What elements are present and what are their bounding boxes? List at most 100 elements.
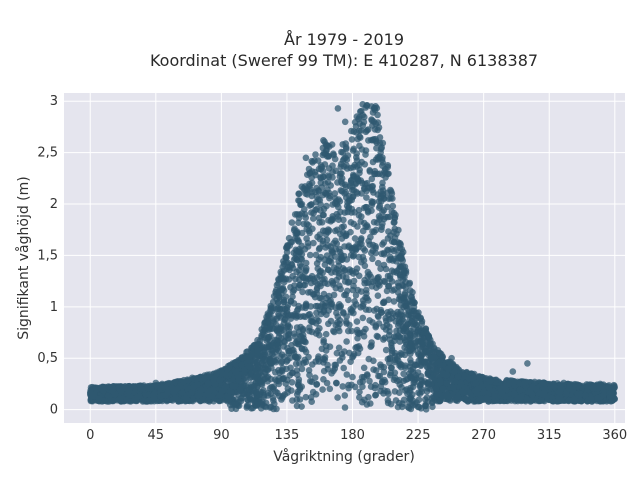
scatter-point bbox=[353, 326, 361, 334]
scatter-point bbox=[259, 357, 267, 365]
scatter-point bbox=[374, 312, 382, 320]
scatter-point bbox=[315, 353, 322, 360]
scatter-point bbox=[368, 175, 376, 183]
scatter-point bbox=[369, 255, 376, 263]
scatter-point bbox=[425, 347, 433, 354]
scatter-point bbox=[350, 309, 357, 317]
scatter-point bbox=[380, 251, 388, 258]
scatter-point bbox=[274, 342, 282, 349]
scatter-point bbox=[384, 396, 392, 404]
scatter-point bbox=[272, 321, 280, 328]
scatter-point bbox=[341, 404, 349, 411]
scatter-point bbox=[309, 159, 316, 166]
scatter-point bbox=[294, 237, 302, 244]
scatter-point bbox=[436, 377, 444, 385]
scatter-point bbox=[388, 342, 395, 349]
scatter-point bbox=[267, 333, 274, 340]
scatter-point bbox=[422, 396, 429, 403]
scatter-point bbox=[387, 255, 395, 263]
scatter-point bbox=[340, 252, 348, 260]
scatter-point bbox=[336, 282, 343, 290]
scatter-point bbox=[341, 291, 348, 299]
scatter-point bbox=[301, 206, 308, 213]
scatter-point bbox=[299, 337, 307, 345]
scatter-point bbox=[247, 381, 255, 388]
scatter-point bbox=[313, 381, 320, 388]
scatter-point bbox=[361, 396, 368, 404]
scatter-point bbox=[388, 208, 396, 215]
scatter-point bbox=[269, 394, 277, 402]
scatter-point bbox=[345, 327, 352, 335]
scatter-point bbox=[274, 299, 282, 307]
scatter-point bbox=[397, 274, 404, 281]
scatter-point bbox=[407, 384, 414, 392]
scatter-point bbox=[339, 383, 347, 390]
scatter-point bbox=[391, 333, 398, 341]
scatter-point bbox=[368, 183, 376, 190]
scatter-point bbox=[332, 237, 339, 245]
scatter-point bbox=[368, 199, 376, 206]
scatter-point bbox=[348, 381, 355, 389]
scatter-point bbox=[409, 296, 416, 304]
scatter-point bbox=[391, 214, 398, 221]
scatter-point bbox=[342, 189, 350, 196]
scatter-point bbox=[359, 314, 367, 322]
scatter-point bbox=[367, 233, 374, 241]
scatter-point bbox=[366, 317, 373, 324]
scatter-point bbox=[339, 157, 347, 164]
scatter-point bbox=[363, 371, 371, 378]
scatter-point bbox=[342, 140, 350, 147]
scatter-point bbox=[308, 174, 316, 181]
scatter-point bbox=[378, 198, 385, 205]
scatter-point bbox=[338, 235, 346, 242]
scatter-point bbox=[415, 396, 423, 404]
scatter-point bbox=[363, 279, 371, 287]
scatter-point bbox=[253, 401, 260, 409]
scatter-point bbox=[336, 173, 344, 180]
scatter-point bbox=[260, 331, 267, 338]
scatter-point bbox=[405, 308, 413, 315]
scatter-point bbox=[421, 358, 429, 366]
scatter-point bbox=[298, 200, 306, 208]
scatter-point bbox=[380, 390, 387, 397]
scatter-point bbox=[302, 214, 310, 221]
scatter-point bbox=[356, 388, 363, 396]
scatter-point bbox=[331, 190, 339, 197]
scatter-point bbox=[412, 314, 420, 322]
scatter-point bbox=[328, 269, 335, 276]
scatter-point bbox=[288, 379, 296, 386]
scatter-point bbox=[270, 353, 278, 361]
scatter-point bbox=[290, 346, 297, 354]
scatter-point bbox=[366, 168, 374, 175]
scatter-point bbox=[391, 358, 399, 366]
scatter-point bbox=[246, 392, 253, 400]
scatter-point bbox=[283, 254, 290, 261]
scatter-point bbox=[407, 287, 414, 294]
scatter-point bbox=[379, 241, 386, 248]
scatter-point bbox=[398, 403, 406, 411]
scatter-point bbox=[291, 211, 299, 218]
scatter-point bbox=[284, 356, 291, 364]
scatter-point bbox=[340, 216, 347, 224]
scatter-point bbox=[238, 354, 246, 361]
scatter-point bbox=[317, 162, 325, 169]
scatter-point bbox=[303, 265, 310, 272]
scatter-point bbox=[385, 390, 392, 398]
scatter-point bbox=[345, 296, 352, 304]
scatter-point bbox=[296, 248, 303, 255]
scatter-point bbox=[359, 302, 367, 310]
scatter-point bbox=[308, 279, 315, 287]
scatter-point bbox=[425, 368, 432, 375]
scatter-point bbox=[388, 364, 395, 372]
scatter-point bbox=[312, 358, 320, 365]
scatter-point bbox=[280, 374, 288, 382]
scatter-point bbox=[302, 358, 310, 366]
scatter-point bbox=[331, 365, 339, 372]
scatter-point bbox=[351, 235, 359, 242]
scatter-point bbox=[392, 397, 400, 404]
scatter-point bbox=[372, 244, 379, 252]
scatter-point bbox=[299, 288, 306, 296]
scatter-point bbox=[326, 385, 334, 393]
scatter-point bbox=[269, 298, 277, 306]
